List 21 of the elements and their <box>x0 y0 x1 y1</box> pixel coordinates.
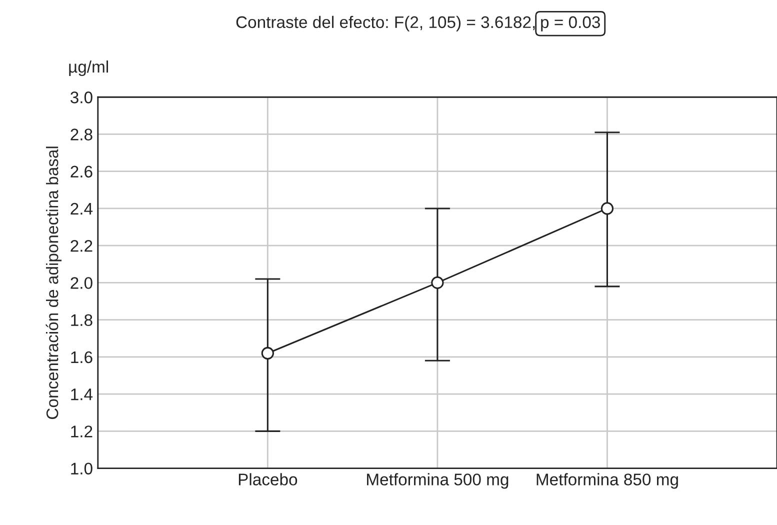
y-tick-label: 2.2 <box>70 240 92 252</box>
x-tick-label: Placebo <box>238 473 298 486</box>
y-tick-label: 2.8 <box>70 128 92 140</box>
text: p = 0.03 <box>541 16 600 32</box>
chart-title: Contraste del efecto: F(2, 105) = 3.6182, <box>236 16 535 32</box>
point <box>600 202 614 215</box>
x-tick-label: Metformina 850 mg <box>536 473 678 489</box>
y-tick-label: 1.8 <box>71 314 92 326</box>
x-tick-label: Metformina 500 mg <box>367 473 508 489</box>
y-tick-label: 2.4 <box>70 202 93 215</box>
y-tick-label: 1.2 <box>71 426 92 438</box>
point <box>261 346 274 360</box>
text: µg/ml <box>69 60 108 76</box>
y-tick-label: 1.0 <box>71 462 92 475</box>
y-tick-label: 1.4 <box>71 388 93 400</box>
y-axis-title: Concentración de adiponectina basal <box>46 146 62 419</box>
y-tick-label: 3.0 <box>70 92 92 104</box>
y-tick-label: 2.6 <box>70 166 92 178</box>
y-tick-label: 1.6 <box>71 351 92 364</box>
y-tick-label: 2.0 <box>70 277 92 289</box>
point <box>431 276 444 290</box>
